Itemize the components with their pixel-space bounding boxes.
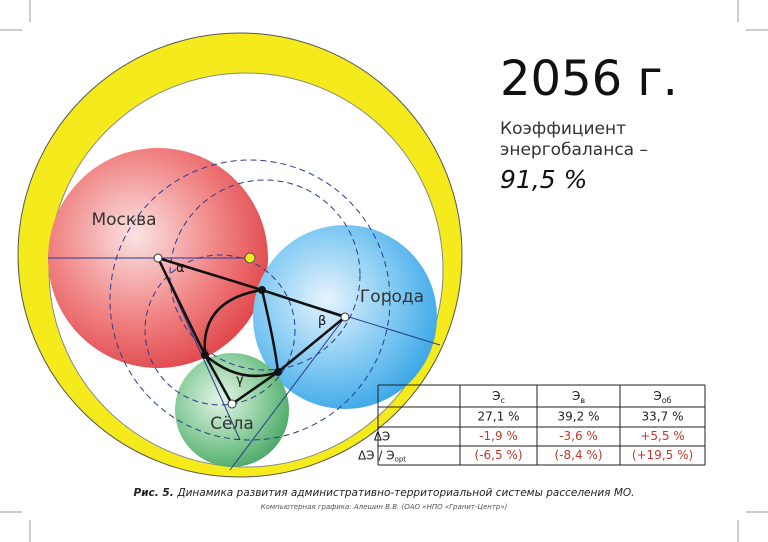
header-main: Э xyxy=(492,389,500,403)
table-cell: 39,2 % xyxy=(558,410,600,424)
angle-label: β xyxy=(318,314,326,329)
caption-text: Динамика развития административно-террит… xyxy=(176,487,634,499)
header-sub: с xyxy=(500,396,504,405)
table-cell: (-8,4 %) xyxy=(555,448,603,462)
row-label-sub: opt xyxy=(395,456,407,464)
row-label: ΔЭ / Эopt xyxy=(358,448,406,464)
header-sub: в xyxy=(580,396,585,405)
node-label: Сёла xyxy=(210,414,254,434)
coef-label: энергобаланса – xyxy=(500,140,648,160)
header-main: Э xyxy=(653,389,661,403)
coef-value: 91,5 % xyxy=(500,165,587,194)
caption: Рис. 5. Динамика развития административн… xyxy=(134,487,635,499)
angle-label: α xyxy=(176,261,185,276)
table-cell: (+19,5 %) xyxy=(632,448,693,462)
table-cell: -1,9 % xyxy=(479,429,518,443)
row-label: ΔЭ xyxy=(374,429,391,443)
caption-credit: Компьютерная графика: Алешин В.В. (ОАО «… xyxy=(261,503,508,511)
header-cell: Эс xyxy=(492,389,505,405)
header-sub: об xyxy=(662,396,672,405)
table-cell: 33,7 % xyxy=(642,410,684,424)
table-cell: +5,5 % xyxy=(640,429,684,443)
header-cell: Эоб xyxy=(653,389,671,405)
year-title: 2056 г. xyxy=(500,51,678,107)
row-label-main: ΔЭ xyxy=(374,429,391,443)
table-cell: 27,1 % xyxy=(478,410,520,424)
node-label: Москва xyxy=(91,210,156,230)
row-label-main: ΔЭ / Э xyxy=(358,448,395,462)
table-cell: -3,6 % xyxy=(559,429,598,443)
diagram: Москва α Города β Сёла γ xyxy=(17,32,463,478)
node-label: Города xyxy=(360,287,424,307)
caption-prefix: Рис. 5. xyxy=(134,487,174,499)
header-cell: Эв xyxy=(572,389,585,405)
header-main: Э xyxy=(572,389,580,403)
angle-label: γ xyxy=(236,373,244,388)
coef-label: Коэффициент xyxy=(500,119,626,139)
table-cell: (-6,5 %) xyxy=(475,448,523,462)
